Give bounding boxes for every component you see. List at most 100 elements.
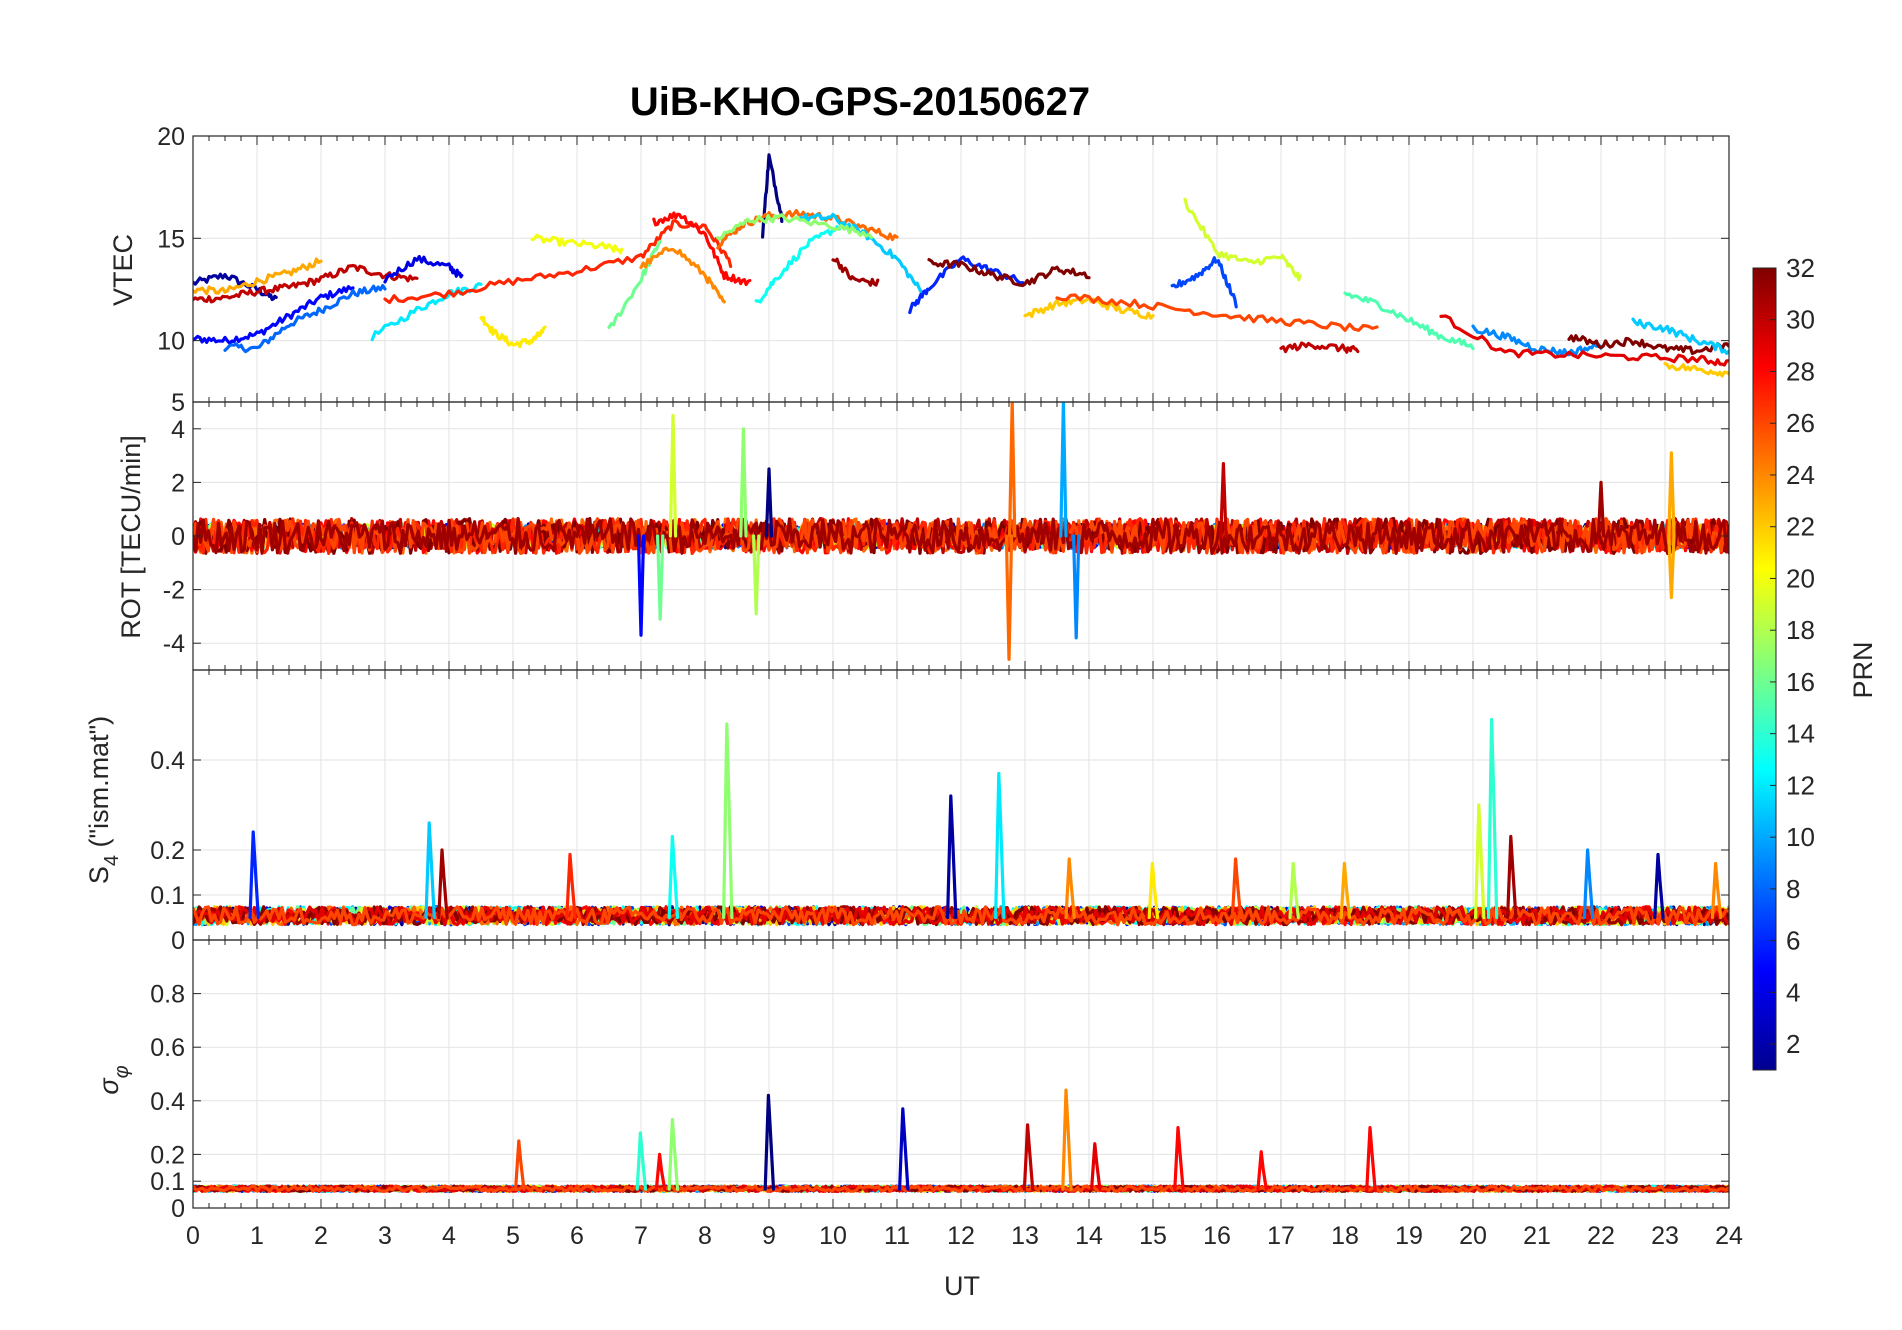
s4-spike-prn21 xyxy=(1147,861,1160,920)
vtec-ylabel: VTEC xyxy=(108,234,138,306)
traces-vtec xyxy=(193,153,1729,378)
vtec-trace-prn25 xyxy=(716,209,899,250)
x-tick-label: 23 xyxy=(1651,1222,1679,1250)
x-tick-label: 4 xyxy=(442,1222,456,1250)
y-tick-label-rot: 2 xyxy=(171,469,185,497)
sigma_phi-spike-prn28 xyxy=(654,1152,667,1191)
y-tick-label-vtec: 20 xyxy=(157,123,185,151)
s4-spike-prn6 xyxy=(248,830,260,920)
s4-spike-prn14 xyxy=(1486,717,1499,920)
y-tick-label-rot: -2 xyxy=(163,577,185,605)
x-tick-label: 24 xyxy=(1715,1222,1743,1250)
rot-ylabel: ROT [TECU/min] xyxy=(116,435,146,639)
sigma_phi-spike-prn17 xyxy=(667,1118,680,1191)
s4-ylabel-rest: ("ism.mat") xyxy=(84,716,114,855)
panel-rot: -4 -2 0 2 45 xyxy=(163,389,1730,671)
sigma_phi-spike-prn28 xyxy=(1365,1126,1377,1191)
traces-s4 xyxy=(193,717,1729,927)
s4-spike-prn31 xyxy=(1506,834,1518,920)
vtec-trace-prn29 xyxy=(1439,314,1729,367)
vtec-trace-prn17 xyxy=(716,213,873,241)
rot-spike-prn17 xyxy=(739,427,748,538)
y-tick-label-s4: 0.4 xyxy=(150,747,185,775)
y-tick-label-rot: -4 xyxy=(163,630,185,658)
colorbar-tick-label: 2 xyxy=(1786,1029,1800,1059)
colorbar-tick-label: 18 xyxy=(1786,615,1815,645)
rot-spike-prn9 xyxy=(1072,534,1081,640)
s4-spike-prn12 xyxy=(994,771,1006,920)
colorbar-tick-label: 8 xyxy=(1786,874,1800,904)
x-tick-label: 19 xyxy=(1395,1222,1423,1250)
y-tick-label-s4: 0.2 xyxy=(150,837,185,865)
vtec-trace-prn1 xyxy=(761,153,784,239)
vtec-trace-prn30 xyxy=(1279,341,1360,354)
traces-rot xyxy=(193,402,1729,661)
y-tick-label-sigma_phi: 0.4 xyxy=(150,1088,185,1116)
x-tick-label: 16 xyxy=(1203,1222,1231,1250)
colorbar-tick-label: 20 xyxy=(1786,563,1815,593)
s4-spike-prn24 xyxy=(1710,861,1723,920)
sigma_phi-noise-prn26 xyxy=(193,1184,1729,1193)
sigma_phi-spike-prn1 xyxy=(763,1093,776,1191)
x-tick-label: 13 xyxy=(1011,1222,1039,1250)
s4-ylabel-sub: 4 xyxy=(101,855,123,866)
s4-spike-prn18 xyxy=(1288,861,1300,920)
vtec-trace-prn31 xyxy=(831,257,880,287)
x-tick-label: 15 xyxy=(1139,1222,1167,1250)
rot-noise-prn27 xyxy=(193,517,1729,555)
sigma_phi-spike-prn29 xyxy=(1090,1142,1102,1191)
s4-spike-prn24 xyxy=(1064,857,1076,920)
vtec-trace-prn19 xyxy=(1183,197,1302,282)
x-tick-label: 2 xyxy=(314,1222,328,1250)
s4-ylabel-main: S xyxy=(84,866,114,884)
colorbar-tick-label: 26 xyxy=(1786,408,1815,438)
x-tick-label: 14 xyxy=(1075,1222,1103,1250)
y-tick-label-rot: 4 xyxy=(171,416,185,444)
y-tick-label-sigma_phi: 0.2 xyxy=(150,1141,185,1169)
rot-spike-prn25 xyxy=(1004,534,1014,661)
sigma_phi-spike-prn26 xyxy=(514,1139,526,1191)
x-tick-label: 21 xyxy=(1523,1222,1551,1250)
s4-ylabel: S4 ("ism.mat") xyxy=(84,716,123,884)
x-tick-label: 7 xyxy=(634,1222,648,1250)
panel-sigma_phi: 00.10.20.40.60.80 1 2 3 4 5 6 7 8 9 10 11 12 13 14 15 16… xyxy=(150,939,1743,1250)
x-tick-label: 1 xyxy=(250,1222,264,1250)
y-tick-label-sigma_phi: 0.8 xyxy=(150,981,185,1009)
x-tick-label: 6 xyxy=(570,1222,584,1250)
y-tick-label-s4: 0 xyxy=(171,927,185,955)
vtec-trace-prn16 xyxy=(607,239,662,329)
sigma_phi-spike-prn24 xyxy=(1061,1088,1073,1191)
sigma_phi-spike-prn28 xyxy=(1256,1150,1268,1191)
x-tick-label: 12 xyxy=(947,1222,975,1250)
x-tick-label: 20 xyxy=(1459,1222,1487,1250)
x-tick-label: 5 xyxy=(506,1222,520,1250)
rot-spike-prn5 xyxy=(636,534,646,637)
s4-spike-prn31 xyxy=(437,848,449,920)
vtec-trace-prn7 xyxy=(1170,256,1238,309)
colorbar-tick-label: 10 xyxy=(1786,822,1815,852)
vtec-trace-prn22 xyxy=(1663,362,1729,378)
vtec-trace-prn13 xyxy=(754,225,841,304)
vtec-trace-prn4 xyxy=(383,254,464,284)
vtec-trace-prn28 xyxy=(652,211,752,287)
x-tick-label: 22 xyxy=(1587,1222,1615,1250)
chart-title: UiB-KHO-GPS-20150627 xyxy=(630,80,1090,124)
y-tick-label-rot: 0 xyxy=(171,523,185,551)
s4-spike-prn2 xyxy=(946,794,958,920)
panel-s4: 0 0.1 0.2 0.4 xyxy=(150,669,1730,955)
s4-spike-prn13 xyxy=(667,834,680,920)
y-tick-label-sigma_phi: 0.1 xyxy=(150,1168,185,1196)
vtec-trace-prn32 xyxy=(927,258,1091,288)
y-tick-label-sigma_phi: 0.6 xyxy=(150,1034,185,1062)
colorbar-tick-label: 32 xyxy=(1786,253,1815,283)
colorbar-tick-label: 12 xyxy=(1786,770,1815,800)
s4-spike-prn9 xyxy=(1582,848,1595,920)
y-tick-label-rot: 5 xyxy=(171,389,185,417)
y-tick-label-vtec: 10 xyxy=(157,328,185,356)
rot-spike-prn18 xyxy=(752,534,761,616)
x-tick-label: 18 xyxy=(1331,1222,1359,1250)
s4-spike-prn17 xyxy=(722,722,734,920)
